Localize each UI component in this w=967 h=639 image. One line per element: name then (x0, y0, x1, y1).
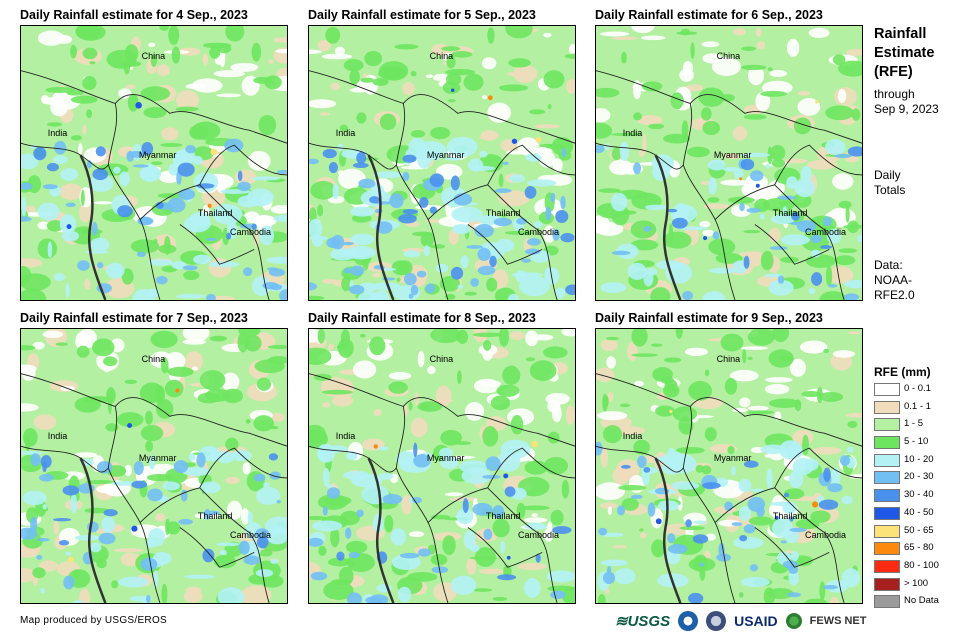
legend-swatch (874, 559, 900, 573)
legend-label: > 100 (904, 577, 929, 589)
map-label-china: China (141, 50, 166, 61)
rfe-title: Rainfall Estimate (RFE) (874, 25, 934, 82)
data-line3: RFE2.0 (874, 288, 915, 302)
dos-seal-icon (706, 611, 727, 631)
through-date: through Sep 9, 2023 (874, 87, 939, 117)
map-label-myanmar: Myanmar (426, 150, 465, 161)
map-label-myanmar: Myanmar (426, 453, 465, 464)
legend-swatch (874, 383, 900, 396)
map-label-thailand: Thailand (485, 208, 521, 219)
panel-title-2: Daily Rainfall estimate for 5 Sep., 2023 (308, 8, 536, 22)
legend-label: 0 - 0.1 (904, 383, 931, 394)
map-label-china: China (716, 353, 741, 364)
rainfall-map-3: China India Myanmar Thailand Cambodia (595, 25, 863, 301)
legend-swatch (874, 489, 900, 503)
through-line2: Sep 9, 2023 (874, 102, 939, 116)
map-label-cambodia: Cambodia (805, 530, 847, 541)
legend-swatch (874, 506, 900, 520)
daily-line2: Totals (874, 183, 906, 197)
map-label-thailand: Thailand (197, 208, 233, 219)
rainfall-map-1: China India Myanmar Thailand Cambodia (20, 25, 288, 301)
map-label-thailand: Thailand (197, 511, 233, 522)
legend-title: RFE (mm) (874, 365, 931, 379)
legend-label: 5 - 10 (904, 436, 929, 448)
legend-swatch (874, 418, 900, 432)
map-label-china: China (141, 353, 166, 364)
map-label-china: China (716, 50, 741, 61)
panel-title-4: Daily Rainfall estimate for 7 Sep., 2023 (20, 311, 248, 325)
map-label-myanmar: Myanmar (713, 453, 752, 464)
map-label-cambodia: Cambodia (518, 227, 560, 238)
data-line1: Data: (874, 258, 903, 272)
legend-label: 80 - 100 (904, 559, 939, 571)
legend-swatch (874, 524, 900, 538)
map-label-myanmar: Myanmar (138, 453, 177, 464)
panel-title-5: Daily Rainfall estimate for 8 Sep., 2023 (308, 311, 536, 325)
legend-label: 20 - 30 (904, 471, 934, 483)
panel-title-3: Daily Rainfall estimate for 6 Sep., 2023 (595, 8, 823, 22)
rainfall-map-4: China India Myanmar Thailand Cambodia (20, 328, 288, 604)
map-label-china: China (429, 50, 454, 61)
map-label-thailand: Thailand (772, 511, 808, 522)
legend-label: 10 - 20 (904, 453, 934, 465)
through-line1: through (874, 87, 915, 101)
map-label-india: India (47, 431, 68, 442)
legend-label: 1 - 5 (904, 418, 924, 430)
map-label-india: India (622, 431, 643, 442)
rainfall-map-2: China India Myanmar Thailand Cambodia (308, 25, 576, 301)
legend-swatch (874, 542, 900, 556)
rainfall-map-5: China India Myanmar Thailand Cambodia (308, 328, 576, 604)
legend-swatch (874, 453, 900, 467)
usaid-logo: USAID (734, 613, 778, 629)
legend-label: 65 - 80 (904, 542, 934, 554)
panel-title-1: Daily Rainfall estimate for 4 Sep., 2023 (20, 8, 248, 22)
map-label-myanmar: Myanmar (138, 150, 177, 161)
legend-swatch (874, 400, 900, 414)
panel-title-6: Daily Rainfall estimate for 9 Sep., 2023 (595, 311, 823, 325)
map-label-india: India (335, 128, 356, 139)
map-label-cambodia: Cambodia (805, 227, 847, 238)
map-label-cambodia: Cambodia (518, 530, 560, 541)
legend-label: 40 - 50 (904, 506, 934, 518)
logo-bar: ≋USGS USAID FEWS NET (615, 608, 866, 634)
legend-label: 30 - 40 (904, 489, 934, 501)
legend-label: 50 - 65 (904, 524, 934, 536)
map-label-india: India (622, 128, 643, 139)
legend-swatch (874, 471, 900, 485)
fews-net-logo: FEWS NET (809, 615, 867, 627)
rainfall-map-6: China India Myanmar Thailand Cambodia (595, 328, 863, 604)
rfe-title-line3: (RFE) (874, 64, 913, 80)
map-label-thailand: Thailand (485, 511, 521, 522)
legend-label: No Data (904, 595, 939, 607)
map-label-cambodia: Cambodia (230, 227, 272, 238)
legend-swatch (874, 436, 900, 450)
daily-line1: Daily (874, 168, 901, 182)
usgs-logo: ≋USGS (615, 613, 671, 630)
map-label-india: India (335, 431, 356, 442)
map-label-cambodia: Cambodia (230, 530, 272, 541)
rfe-title-line1: Rainfall (874, 26, 927, 42)
daily-totals: Daily Totals (874, 168, 905, 198)
fews-globe-icon (785, 613, 802, 629)
legend-label: 0.1 - 1 (904, 400, 931, 412)
data-line2: NOAA- (874, 273, 913, 287)
data-source: Data: NOAA- RFE2.0 (874, 258, 915, 303)
rfe-title-line2: Estimate (874, 45, 935, 61)
legend-swatch (874, 595, 900, 609)
map-label-thailand: Thailand (772, 208, 808, 219)
map-credit: Map produced by USGS/EROS (20, 615, 168, 626)
noaa-logo-icon (678, 611, 699, 631)
map-label-myanmar: Myanmar (713, 150, 752, 161)
legend-swatch (874, 577, 900, 591)
map-label-india: India (47, 128, 68, 139)
map-label-china: China (429, 353, 454, 364)
